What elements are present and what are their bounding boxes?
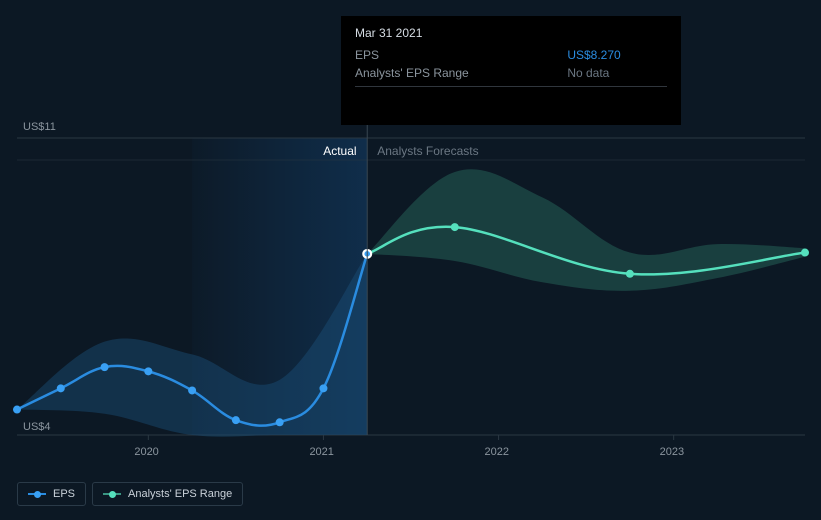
tooltip-date: Mar 31 2021 <box>355 26 667 40</box>
forecast-range-area <box>367 169 805 291</box>
tooltip-table: EPS US$8.270 Analysts' EPS Range No data <box>355 46 667 82</box>
tooltip-row-value: US$8.270 <box>567 46 667 64</box>
eps-point[interactable] <box>188 386 196 394</box>
y-axis-label-top: US$11 <box>23 121 56 133</box>
eps-point[interactable] <box>276 418 284 426</box>
tooltip-row-label: Analysts' EPS Range <box>355 64 567 82</box>
eps-chart: US$11 US$4 Actual Analysts Forecasts 202… <box>0 0 821 520</box>
forecast-point[interactable] <box>451 223 459 231</box>
chart-tooltip: Mar 31 2021 EPS US$8.270 Analysts' EPS R… <box>341 16 681 125</box>
eps-point[interactable] <box>144 367 152 375</box>
section-label-actual: Actual <box>323 144 356 158</box>
legend-item-range[interactable]: Analysts' EPS Range <box>92 482 243 506</box>
eps-point[interactable] <box>101 363 109 371</box>
eps-point[interactable] <box>57 384 65 392</box>
x-axis-tick-label: 2020 <box>134 446 158 458</box>
chart-legend: EPS Analysts' EPS Range <box>17 482 243 506</box>
x-axis-tick-label: 2023 <box>660 446 684 458</box>
tooltip-row-value: No data <box>567 64 667 82</box>
tooltip-row-range: Analysts' EPS Range No data <box>355 64 667 82</box>
y-axis-label-bottom: US$4 <box>23 421 51 433</box>
x-axis-tick-label: 2022 <box>485 446 509 458</box>
eps-point[interactable] <box>319 384 327 392</box>
forecast-point[interactable] <box>626 270 634 278</box>
forecast-point[interactable] <box>801 249 809 257</box>
x-axis-tick-label: 2021 <box>309 446 333 458</box>
legend-label: EPS <box>53 488 75 500</box>
legend-item-eps[interactable]: EPS <box>17 482 86 506</box>
eps-point[interactable] <box>13 406 21 414</box>
section-label-forecasts: Analysts Forecasts <box>377 144 478 158</box>
legend-label: Analysts' EPS Range <box>128 488 232 500</box>
eps-point[interactable] <box>232 416 240 424</box>
tooltip-row-label: EPS <box>355 46 567 64</box>
tooltip-row-eps: EPS US$8.270 <box>355 46 667 64</box>
legend-marker-icon <box>28 490 46 498</box>
legend-marker-icon <box>103 490 121 498</box>
